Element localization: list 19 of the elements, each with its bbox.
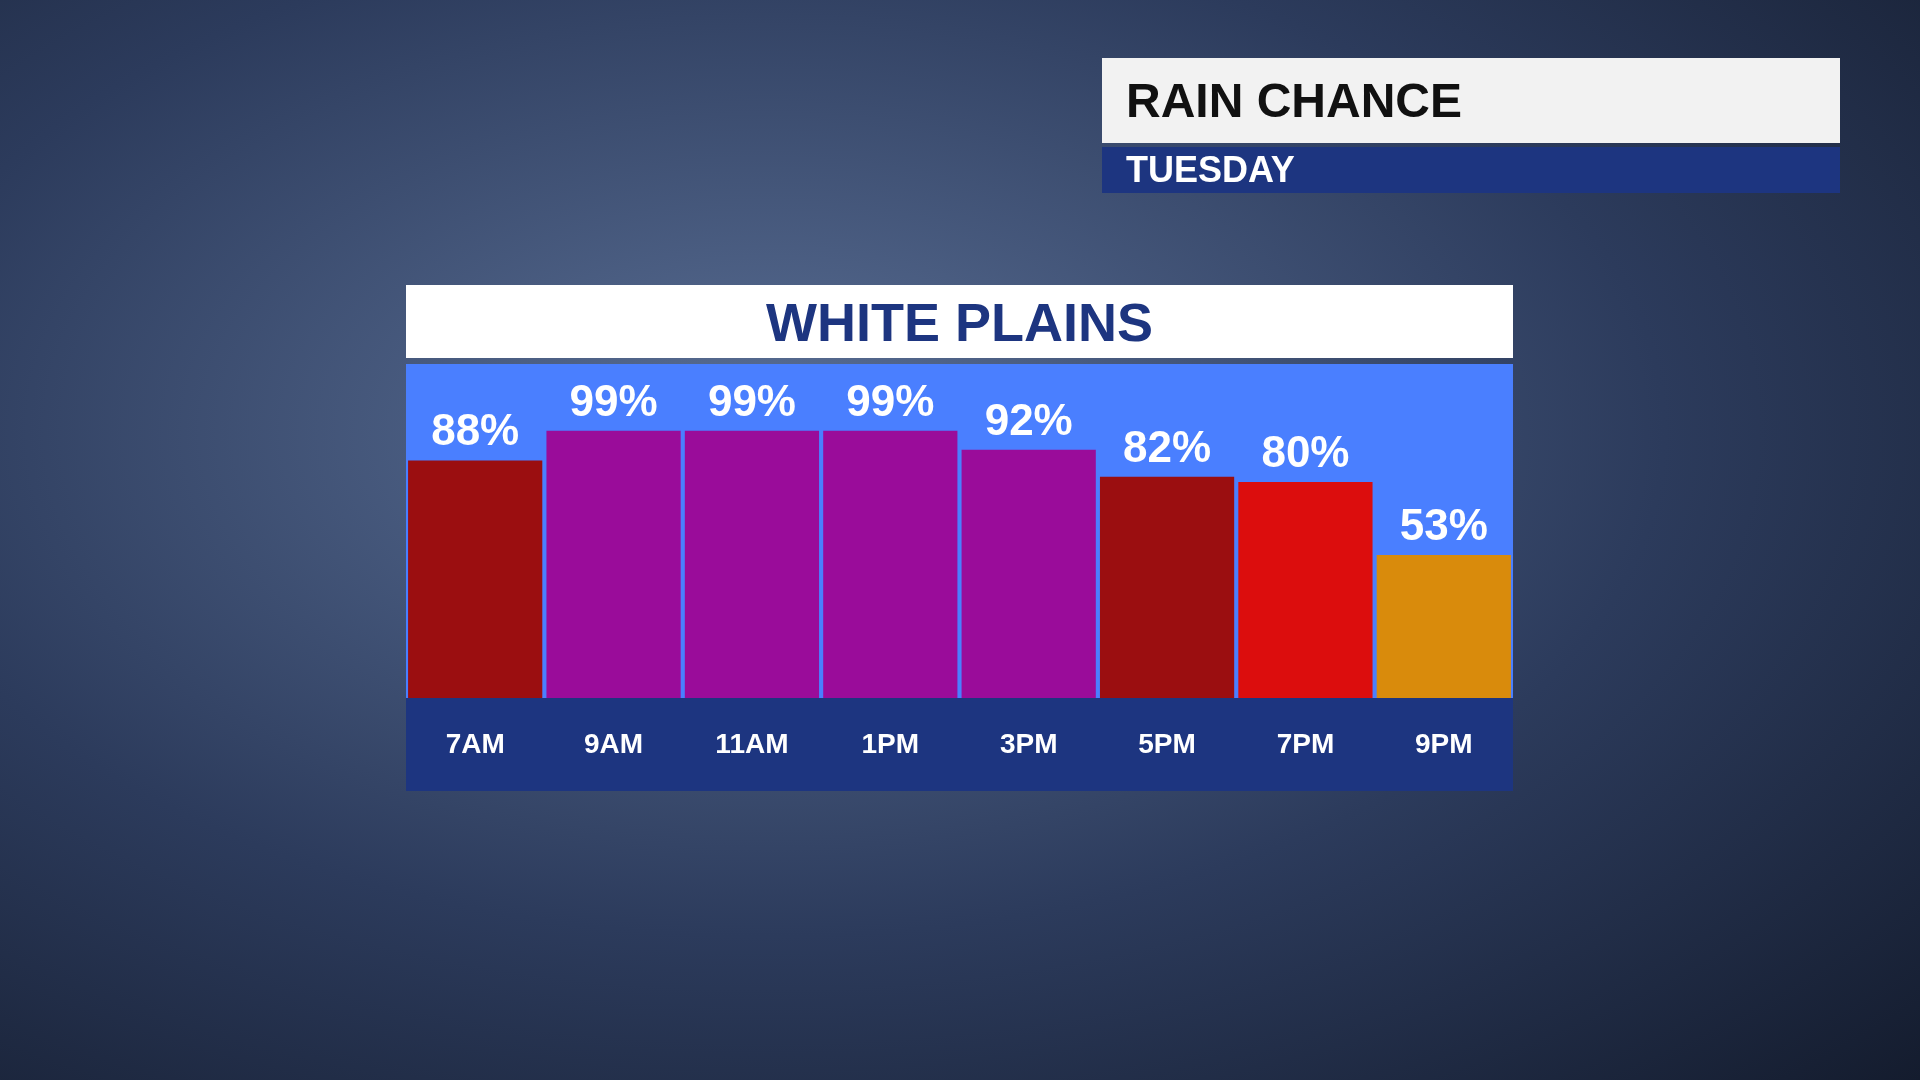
data-label: 99% — [846, 375, 935, 425]
data-label: 99% — [569, 375, 658, 425]
data-label: 92% — [984, 394, 1073, 444]
x-tick-label: 11AM — [715, 727, 789, 759]
chart-subtitle: TUESDAY — [1126, 149, 1295, 191]
data-label: 80% — [1261, 427, 1350, 477]
x-tick-label: 1PM — [861, 727, 920, 759]
x-tick-label: 9AM — [584, 727, 644, 759]
x-tick-label: 7AM — [445, 727, 505, 759]
x-tick-label: 3PM — [999, 727, 1058, 759]
chart-title: RAIN CHANCE — [1126, 73, 1462, 128]
data-label: 53% — [1399, 499, 1488, 549]
x-tick-label: 7PM — [1276, 727, 1335, 759]
data-label: 88% — [431, 405, 520, 455]
data-label: 82% — [1123, 421, 1212, 471]
x-tick-label: 5PM — [1138, 727, 1196, 759]
x-tick-label: 9PM — [1415, 727, 1473, 759]
text: WHITE PLAINS — [766, 290, 1153, 353]
data-label: 99% — [707, 375, 796, 425]
